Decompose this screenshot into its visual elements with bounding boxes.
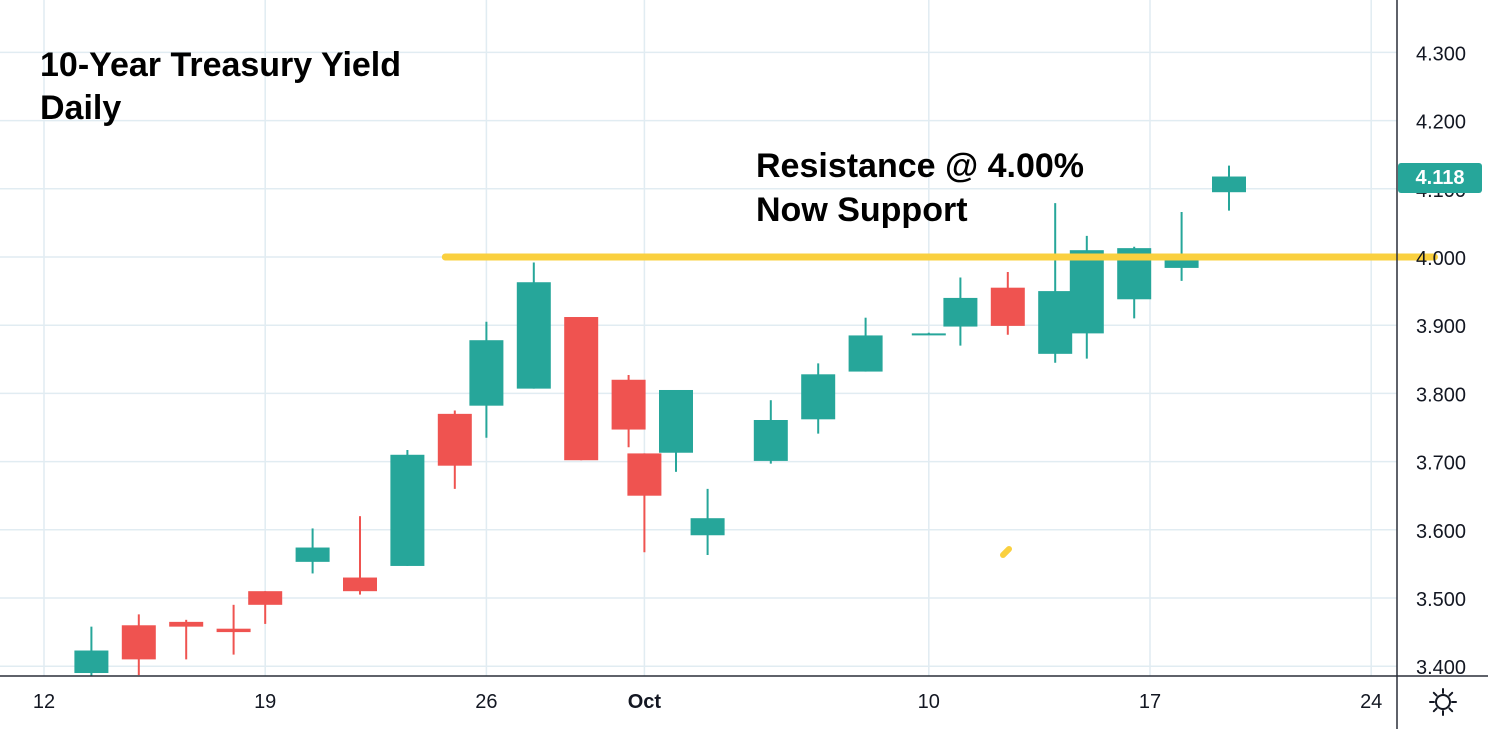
candle-body: [990, 287, 1025, 326]
candle-body: [1212, 176, 1246, 193]
candle: [1164, 211, 1199, 281]
candle-body: [627, 453, 662, 496]
x-tick-label: 19: [254, 691, 276, 713]
annotation-line2: Now Support: [756, 191, 968, 229]
candle: [911, 332, 946, 336]
candle-body: [943, 297, 978, 327]
candles: [74, 165, 1246, 677]
candle: [627, 453, 662, 553]
y-tick-label: 4.300: [1416, 43, 1466, 65]
y-tick-label: 4.200: [1416, 112, 1466, 134]
last-price-badge: 4.118: [1398, 163, 1482, 193]
candle: [753, 400, 788, 464]
candle-body: [121, 625, 156, 660]
candle-body: [516, 282, 551, 389]
candle-body: [169, 621, 204, 627]
overlay: [441, 253, 1438, 558]
candle-body: [753, 419, 788, 461]
candle: [121, 614, 156, 676]
candle-body: [1164, 259, 1199, 268]
candle-body: [1038, 291, 1073, 354]
stray-mark: [1000, 546, 1012, 558]
x-tick-label: Oct: [628, 691, 662, 713]
y-tick-label: 3.900: [1416, 316, 1466, 338]
y-tick-label: 3.700: [1416, 453, 1466, 475]
candle: [248, 591, 283, 624]
y-tick-label: 4.000: [1416, 248, 1466, 270]
candle: [659, 389, 693, 472]
candle: [437, 410, 472, 489]
candle-body: [295, 547, 330, 562]
candle-body: [437, 413, 472, 466]
x-tick-label: 12: [33, 691, 55, 713]
candle: [1212, 165, 1246, 211]
chart-title: 10-Year Treasury Yield Daily: [40, 44, 401, 130]
y-tick-label: 3.400: [1416, 657, 1466, 679]
candle-body: [469, 340, 504, 406]
candle: [611, 374, 646, 448]
candle-body: [611, 379, 646, 430]
candle-body: [564, 317, 599, 461]
candle: [74, 626, 109, 677]
x-tick-label: 10: [918, 691, 940, 713]
candle: [216, 604, 251, 655]
candle-body: [390, 454, 425, 566]
gear-icon[interactable]: [1427, 686, 1459, 718]
candle-body: [248, 591, 283, 605]
y-tick-label: 3.800: [1416, 384, 1466, 406]
candle: [943, 277, 978, 346]
candle-body: [74, 650, 109, 674]
candle-body: [911, 333, 946, 336]
candle-body: [1069, 250, 1104, 334]
candle: [564, 317, 599, 461]
candle: [690, 488, 725, 556]
candle-body: [848, 335, 883, 372]
annotation-line1: Resistance @ 4.00%: [756, 147, 1084, 185]
y-tick-label: 3.600: [1416, 521, 1466, 543]
candle-body: [801, 374, 836, 420]
candle: [1069, 235, 1104, 359]
candle: [516, 262, 551, 389]
x-tick-label: 17: [1139, 691, 1161, 713]
candle: [469, 321, 504, 438]
candle: [390, 450, 425, 566]
candle: [990, 272, 1025, 335]
candle-body: [690, 518, 725, 536]
candle-body: [216, 628, 251, 633]
chart-title-line1: 10-Year Treasury Yield: [40, 46, 402, 84]
candle: [801, 363, 836, 434]
resistance-annotation: Resistance @ 4.00% Now Support: [756, 144, 1084, 232]
y-tick-label: 3.500: [1416, 589, 1466, 611]
x-tick-label: 24: [1360, 691, 1382, 713]
chart-title-line2: Daily: [40, 89, 122, 127]
candle-body: [659, 389, 693, 453]
x-tick-label: 26: [475, 691, 497, 713]
candle: [343, 516, 377, 595]
candle-body: [343, 577, 377, 592]
candle: [169, 619, 204, 660]
candle: [1038, 203, 1073, 363]
candle: [848, 317, 883, 372]
candle: [295, 528, 330, 574]
